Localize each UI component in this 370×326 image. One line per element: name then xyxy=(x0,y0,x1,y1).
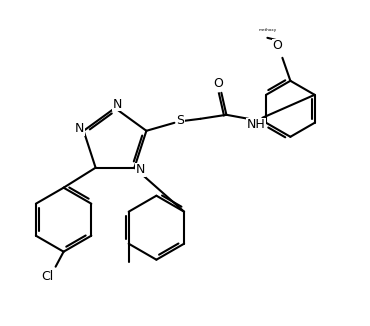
Text: N: N xyxy=(112,97,122,111)
Text: methoxy: methoxy xyxy=(258,28,276,32)
Text: N: N xyxy=(136,163,145,176)
Text: S: S xyxy=(176,114,184,127)
Text: N: N xyxy=(75,122,84,135)
Text: O: O xyxy=(272,39,282,52)
Text: Cl: Cl xyxy=(41,270,54,283)
Text: O: O xyxy=(213,77,223,90)
Text: NH: NH xyxy=(247,118,266,131)
